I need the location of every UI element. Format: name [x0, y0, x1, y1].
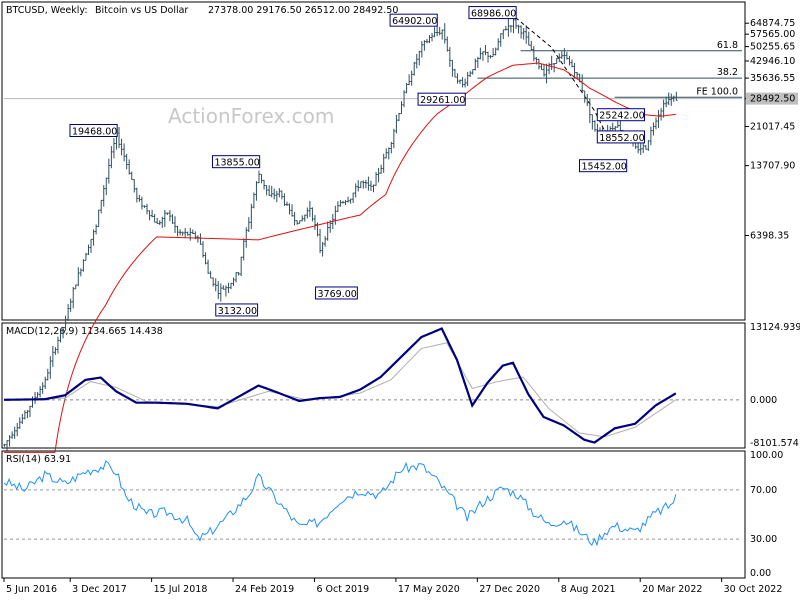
- price-label-box: [578, 159, 628, 173]
- price-label-box: [417, 92, 466, 106]
- x-tick-label: 15 Jul 2018: [154, 584, 208, 595]
- price-layer: 61.8 38.2 FE 100.0 19468.00 3132.00 13855.00 3…: [3, 6, 742, 453]
- price-label-box: [389, 13, 438, 27]
- rsi-title: RSI(14) 63.91: [6, 454, 71, 465]
- rsi-y-tick-label: 70.00: [750, 485, 777, 496]
- price-label-text: 64902.00: [392, 16, 437, 27]
- x-tick-label: 6 Oct 2019: [316, 584, 369, 595]
- x-tick-label: 30 Oct 2022: [724, 584, 783, 595]
- x-tick-label: 3 Dec 2017: [72, 584, 127, 595]
- level-label: 38.2: [717, 67, 738, 78]
- rsi-y-tick-label: 100.00: [750, 450, 783, 461]
- price-y-tick-label: 21017.45: [750, 121, 795, 132]
- x-tick-label: 8 Aug 2021: [561, 584, 616, 595]
- rsi-line: [3, 460, 677, 547]
- price-label-text: 3769.00: [318, 289, 357, 300]
- price-label-box: [596, 130, 646, 144]
- price-label-box: [315, 286, 358, 300]
- macd-y-tick-label: 0.000: [750, 395, 777, 406]
- macd-panel-frame: [1, 322, 746, 449]
- price-label-text: 19468.00: [72, 127, 117, 138]
- price-label-text: 29261.00: [420, 95, 465, 106]
- rsi-y-tick-label: 30.00: [750, 534, 777, 545]
- x-tick-label: 27 Dec 2020: [479, 584, 540, 595]
- macd-signal-line: [3, 342, 677, 438]
- level-label: 61.8: [717, 40, 738, 51]
- moving-average-line: [4, 62, 676, 453]
- price-label-box: [215, 303, 259, 317]
- price-label-text: 3132.00: [218, 306, 257, 317]
- x-tick-label: 5 Jun 2016: [6, 584, 57, 595]
- price-label-box: [596, 108, 646, 122]
- macd-layer: [3, 327, 742, 444]
- trend-projection: [515, 17, 611, 141]
- price-label-box: [468, 6, 517, 20]
- price-label-text: 25242.00: [599, 111, 644, 122]
- price-y-tick-label: 57565.00: [750, 29, 795, 40]
- macd-y-tick-label: -8101.574: [750, 438, 799, 449]
- symbol-header: BTCUSD, Weekly:: [6, 5, 88, 16]
- x-tick-label: 20 Mar 2022: [642, 584, 702, 595]
- level-label: FE 100.0: [696, 86, 738, 97]
- macd-main-line: [3, 327, 677, 444]
- price-label-text: 15452.00: [581, 162, 626, 173]
- x-tick-label: 17 May 2020: [398, 584, 460, 595]
- rsi-panel-frame: [1, 450, 746, 579]
- price-label-text: 68986.00: [471, 9, 516, 20]
- price-y-tick-label: 42946.10: [750, 56, 795, 67]
- price-panel-frame: [1, 1, 746, 321]
- price-label-text: 13855.00: [214, 158, 259, 169]
- price-label-box: [69, 124, 118, 138]
- rsi-y-tick-label: 0.00: [750, 568, 771, 579]
- macd-title: MACD(12,26,9) 1134.665 14.438: [6, 326, 163, 337]
- price-y-tick-label: 50255.65: [750, 42, 795, 53]
- symbol-description: Bitcoin vs US Dollar: [95, 5, 188, 16]
- price-label-text: 18552.00: [599, 133, 644, 144]
- price-y-tick-label: 13707.90: [750, 161, 795, 172]
- x-tick-label: 24 Feb 2019: [235, 584, 294, 595]
- ohlc-values: 27378.00 29176.50 26512.00 28492.50: [208, 5, 398, 16]
- watermark-text: ActionForex.com: [168, 104, 334, 128]
- rsi-layer: [3, 460, 742, 547]
- last-price-marker: [746, 92, 798, 105]
- price-y-tick-label: 64874.75: [750, 18, 795, 29]
- price-y-tick-label: 35636.55: [750, 73, 795, 84]
- price-y-tick-label: 28492.50: [750, 94, 795, 105]
- macd-y-tick-label: 13124.939: [750, 322, 800, 333]
- price-y-tick-label: 6398.35: [750, 230, 789, 241]
- price-label-box: [211, 155, 261, 169]
